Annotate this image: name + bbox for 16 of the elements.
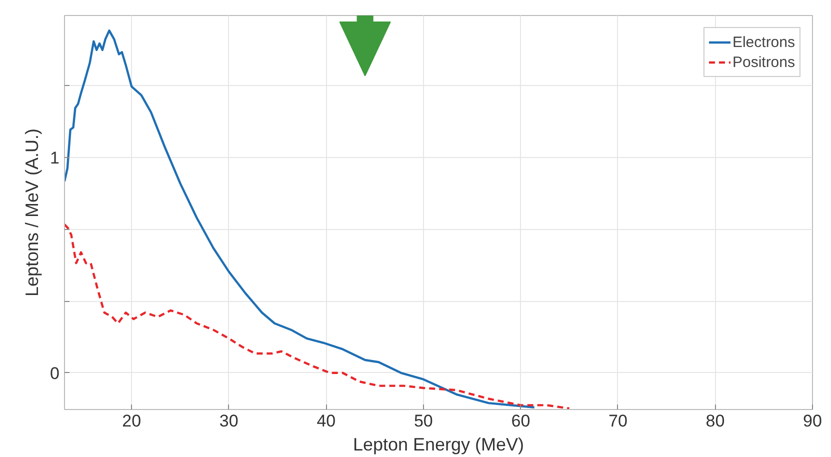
x-tick-label: 90 [803, 412, 822, 430]
legend-label: Positrons [732, 54, 795, 70]
line-series [64, 223, 570, 410]
x-axis-title: Lepton Energy (MeV) [352, 434, 524, 454]
x-tick-label: 50 [414, 412, 433, 430]
line-series [64, 29, 536, 408]
legend-label: Electrons [732, 34, 795, 50]
x-tick-label: 30 [219, 412, 238, 430]
y-tick-label: 1 [50, 148, 60, 168]
x-tick-label: 70 [608, 412, 628, 430]
x-tick-label: 40 [316, 412, 336, 430]
x-tick-label: 60 [511, 412, 530, 430]
x-tick-label: 20 [122, 412, 142, 430]
y-axis-title: Leptons / MeV (A.U.) [22, 128, 42, 297]
y-tick-label: 0 [50, 364, 60, 383]
x-tick-label: 80 [706, 412, 725, 430]
